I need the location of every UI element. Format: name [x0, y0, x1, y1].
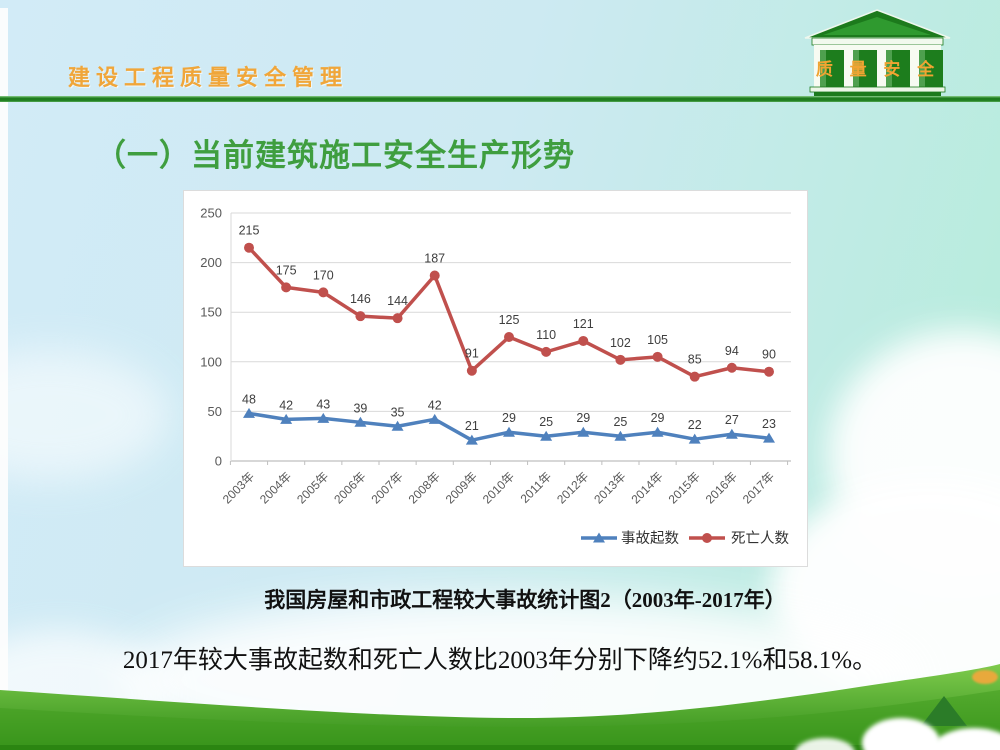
page-title: （一）当前建筑施工安全生产形势: [95, 138, 575, 173]
svg-text:2011年: 2011年: [518, 469, 555, 506]
svg-text:102: 102: [610, 336, 631, 350]
accident-statistics-chart-panel: 0 50 100 150 200 250 2003年 2004年 2005年 2006年 2007年…: [183, 190, 808, 567]
chart-gridlines: 0 50 100 150 200 250: [200, 206, 791, 469]
svg-text:105: 105: [647, 333, 668, 347]
temple-icon: 质 量 安 全: [804, 9, 951, 96]
svg-text:25: 25: [539, 415, 553, 429]
svg-text:死亡人数: 死亡人数: [731, 530, 789, 547]
chart-x-axis-labels: 2003年 2004年 2005年 2006年 2007年 2008年 2009年 2010年…: [220, 469, 777, 506]
svg-text:2016年: 2016年: [703, 469, 740, 506]
grass-hill-decoration: [0, 664, 1000, 750]
chart-legend: 事故起数 死亡人数: [581, 530, 789, 547]
svg-text:35: 35: [391, 405, 405, 419]
svg-text:43: 43: [316, 397, 330, 411]
svg-text:2004年: 2004年: [257, 469, 294, 506]
svg-text:2010年: 2010年: [480, 469, 517, 506]
svg-text:0: 0: [215, 454, 222, 469]
svg-text:2003年: 2003年: [220, 469, 257, 506]
slide-edge-strip: [0, 8, 8, 750]
svg-text:29: 29: [502, 411, 516, 425]
chart-caption: 我国房屋和市政工程较大事故统计图2（2003年-2017年）: [264, 588, 786, 612]
svg-text:42: 42: [428, 398, 442, 412]
cloud-decoration: [0, 350, 170, 480]
svg-text:27: 27: [725, 413, 739, 427]
svg-text:2017年: 2017年: [740, 469, 777, 506]
svg-text:50: 50: [208, 404, 222, 419]
svg-text:175: 175: [276, 263, 297, 277]
svg-text:2013年: 2013年: [591, 469, 628, 506]
svg-text:146: 146: [350, 292, 371, 306]
logo-text: 质 量 安 全: [816, 59, 940, 79]
svg-text:2007年: 2007年: [368, 469, 405, 506]
svg-text:94: 94: [725, 344, 739, 358]
accident-statistics-line-chart: 0 50 100 150 200 250 2003年 2004年 2005年 2006年 2007年…: [200, 206, 791, 547]
svg-text:事故起数: 事故起数: [621, 530, 679, 547]
svg-text:21: 21: [465, 419, 479, 433]
svg-text:2014年: 2014年: [628, 469, 665, 506]
cloud-decoration: [828, 330, 1000, 580]
svg-text:2005年: 2005年: [294, 469, 331, 506]
svg-text:48: 48: [242, 392, 256, 406]
svg-text:100: 100: [200, 354, 222, 369]
svg-text:42: 42: [279, 398, 293, 412]
svg-text:187: 187: [424, 251, 445, 265]
legend-item-deaths: 死亡人数: [689, 530, 789, 547]
svg-text:90: 90: [762, 348, 776, 362]
svg-text:29: 29: [576, 411, 590, 425]
flower-decoration: [928, 728, 1000, 750]
svg-text:170: 170: [313, 268, 334, 282]
svg-text:2009年: 2009年: [443, 469, 480, 506]
svg-text:144: 144: [387, 294, 408, 308]
svg-text:85: 85: [688, 353, 702, 367]
header-title: 建设工程质量安全管理: [68, 65, 349, 90]
svg-text:29: 29: [651, 411, 665, 425]
svg-text:121: 121: [573, 317, 594, 331]
accidents-series: 48 42 43 39 35 42 21 29 25 29 25 29 22 27 23: [242, 392, 776, 445]
svg-text:125: 125: [499, 313, 520, 327]
svg-text:2006年: 2006年: [331, 469, 368, 506]
svg-text:39: 39: [353, 401, 367, 415]
svg-text:150: 150: [200, 305, 222, 320]
deaths-series: 215 175 170 146 144 187 91 125 110 121 102 105 85 94 9…: [239, 224, 776, 382]
svg-text:200: 200: [200, 255, 222, 270]
svg-text:22: 22: [688, 418, 702, 432]
svg-text:2008年: 2008年: [406, 469, 443, 506]
svg-text:250: 250: [200, 206, 222, 221]
svg-text:91: 91: [465, 347, 479, 361]
svg-text:2012年: 2012年: [554, 469, 591, 506]
svg-text:110: 110: [536, 328, 556, 342]
flower-decoration: [972, 670, 998, 684]
svg-text:23: 23: [762, 417, 776, 431]
header-divider-line: [0, 96, 1000, 102]
quality-safety-temple-logo: 质 量 安 全: [800, 8, 955, 96]
svg-text:2015年: 2015年: [666, 469, 703, 506]
svg-text:215: 215: [239, 224, 260, 238]
triangle-decoration: [921, 696, 967, 726]
legend-item-accidents: 事故起数: [581, 530, 679, 547]
svg-text:25: 25: [613, 415, 627, 429]
